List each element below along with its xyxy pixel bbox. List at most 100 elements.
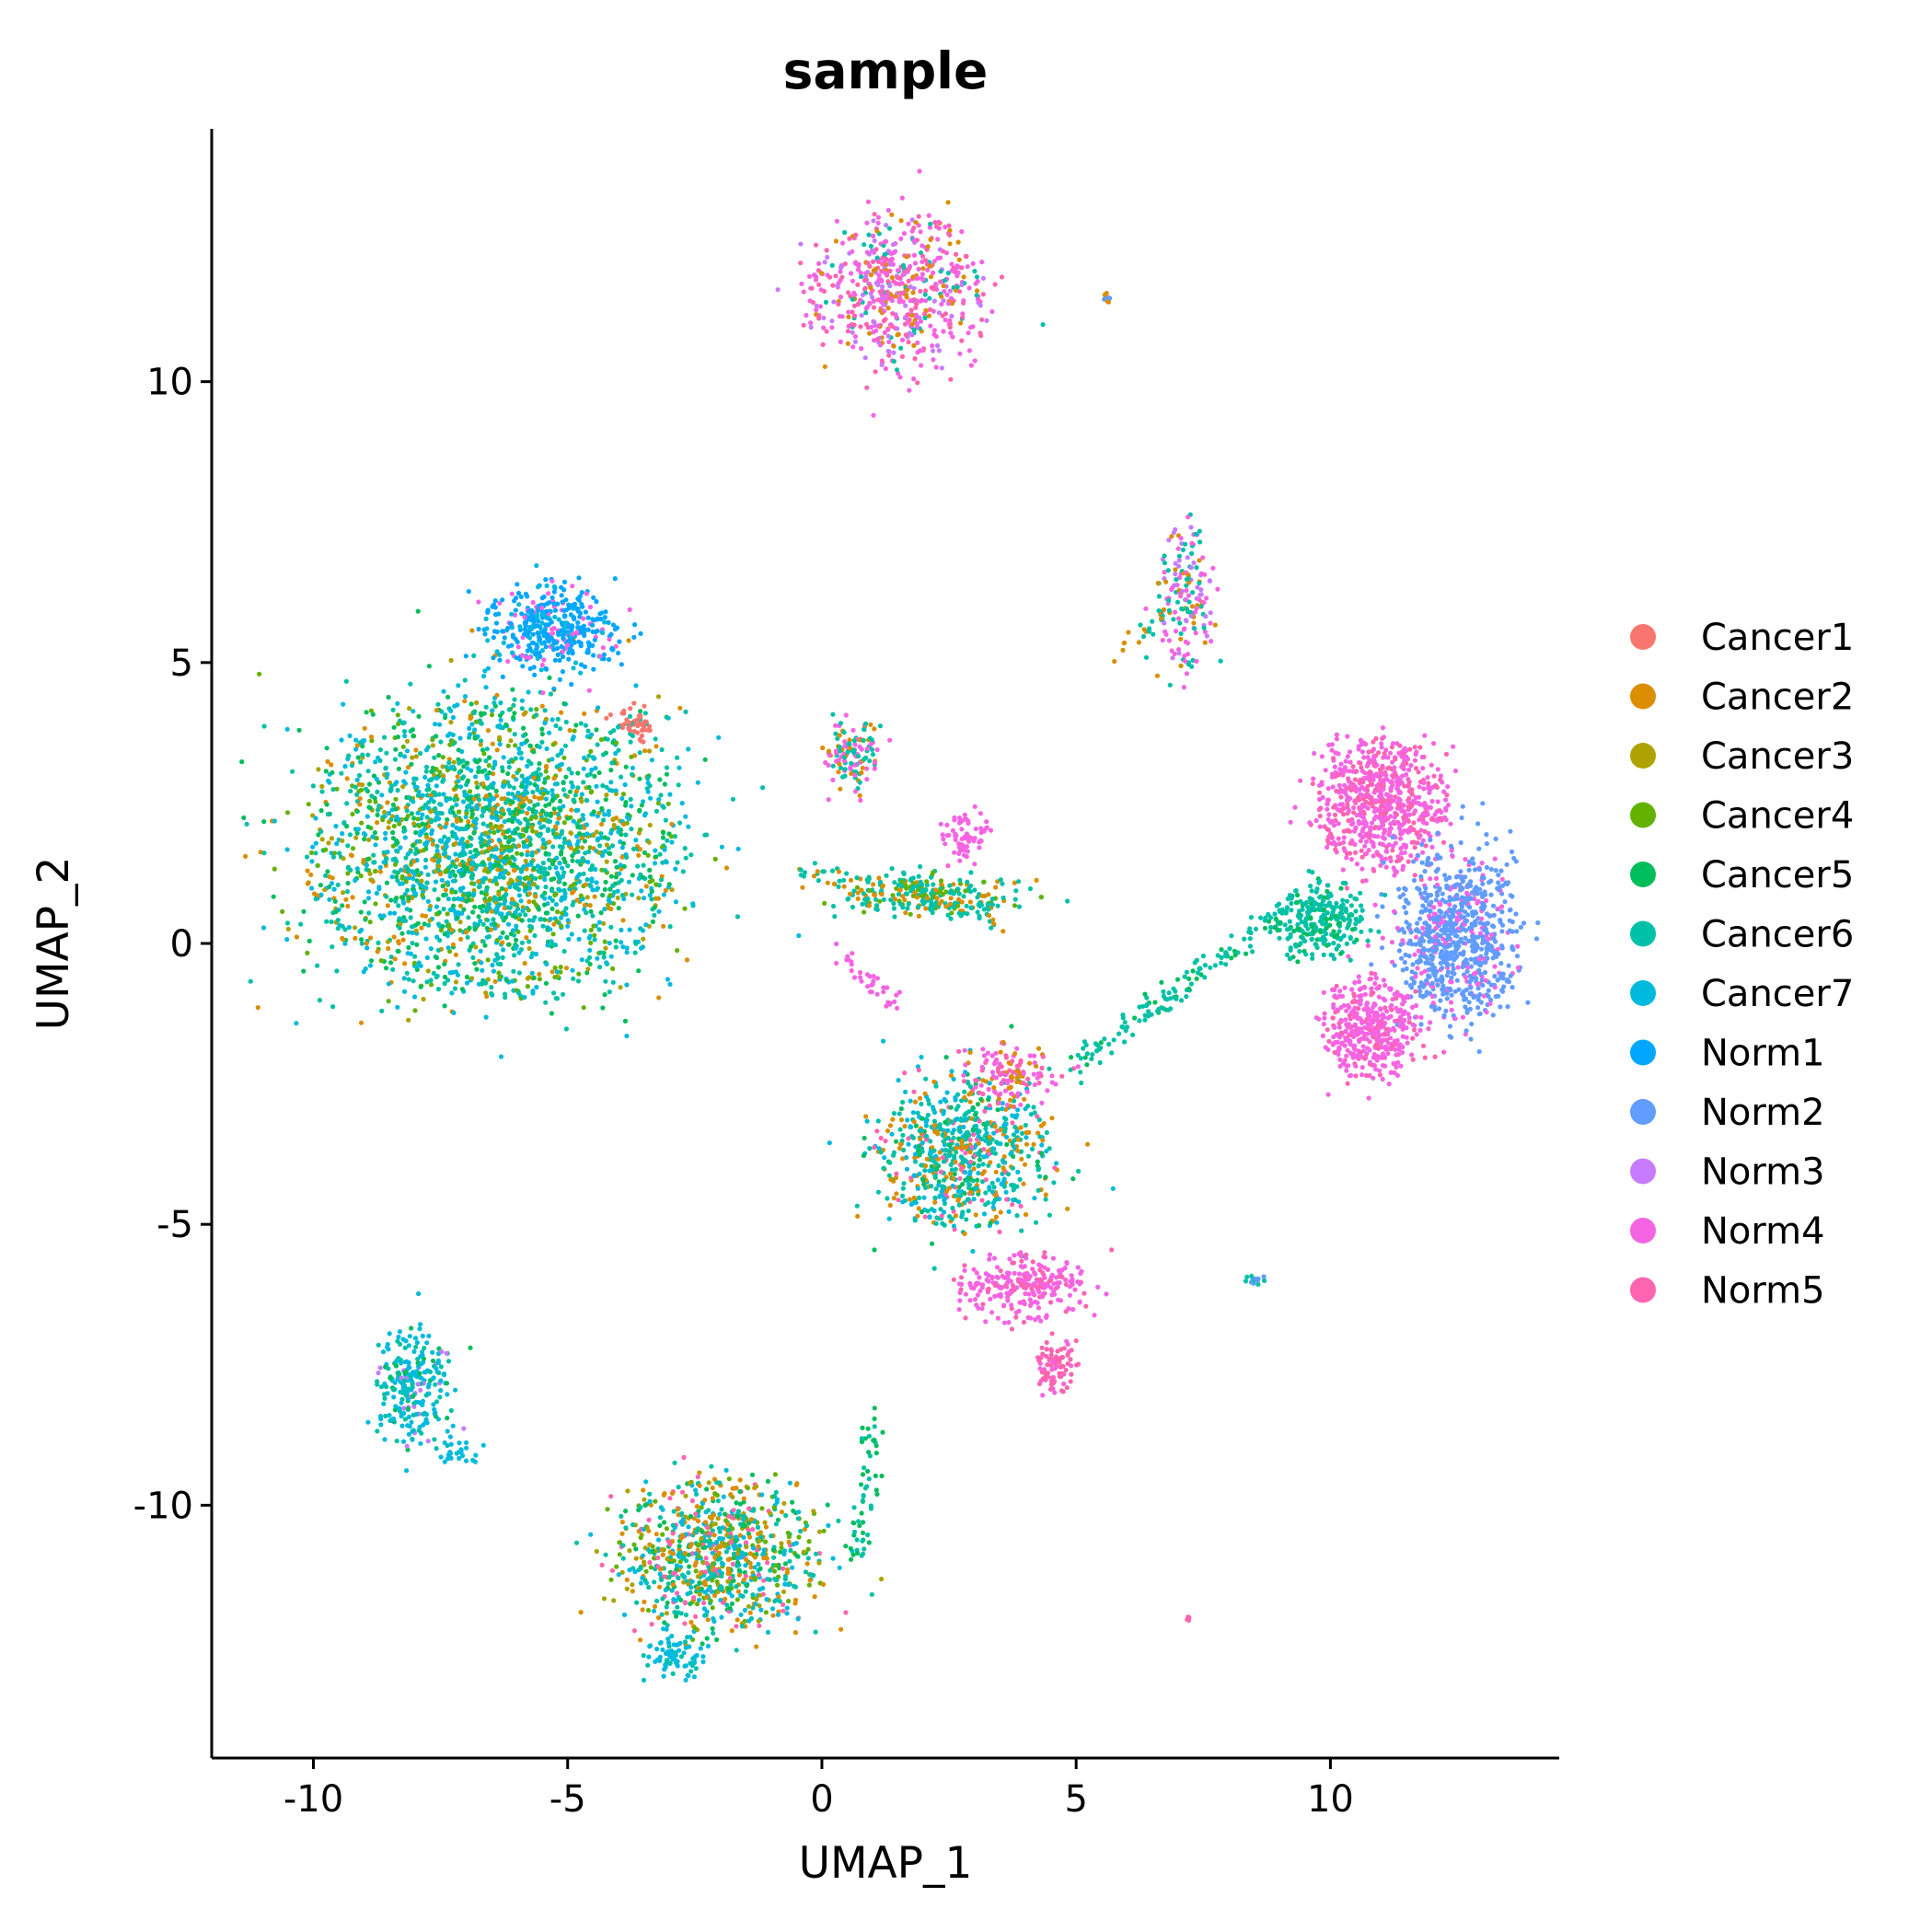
- scatter-point: [558, 726, 563, 732]
- scatter-point: [378, 958, 384, 964]
- scatter-point: [579, 662, 584, 667]
- scatter-point: [660, 1507, 665, 1512]
- scatter-point: [541, 791, 547, 797]
- scatter-point: [399, 873, 405, 879]
- scatter-point: [406, 1431, 411, 1437]
- scatter-point: [453, 952, 458, 957]
- scatter-point: [692, 1563, 698, 1568]
- scatter-point: [385, 939, 391, 944]
- scatter-point: [948, 295, 954, 301]
- scatter-point: [524, 738, 530, 744]
- scatter-point: [804, 1561, 810, 1567]
- scatter-point: [688, 1513, 694, 1519]
- scatter-point: [569, 868, 574, 874]
- scatter-point: [700, 1659, 706, 1665]
- scatter-point: [457, 760, 462, 766]
- scatter-point: [410, 1394, 415, 1399]
- scatter-point: [582, 755, 587, 761]
- scatter-point: [606, 808, 612, 815]
- scatter-point: [719, 1507, 724, 1512]
- scatter-point: [399, 721, 406, 726]
- scatter-point: [980, 275, 986, 281]
- scatter-point: [647, 822, 653, 828]
- scatter-point: [638, 631, 643, 637]
- scatter-point: [481, 751, 487, 757]
- scatter-point: [561, 780, 566, 786]
- scatter-point: [524, 874, 530, 881]
- scatter-point: [682, 1663, 688, 1669]
- scatter-point: [869, 248, 875, 253]
- scatter-point: [756, 1561, 761, 1567]
- scatter-point: [539, 726, 545, 732]
- scatter-point: [441, 688, 446, 694]
- scatter-point: [310, 813, 316, 818]
- scatter-point: [465, 760, 470, 766]
- scatter-point: [392, 862, 398, 867]
- scatter-point: [647, 1542, 653, 1547]
- scatter-point: [491, 968, 497, 974]
- scatter-point: [395, 712, 400, 718]
- scatter-point: [582, 630, 587, 635]
- scatter-point: [512, 697, 517, 702]
- scatter-point: [500, 915, 505, 920]
- scatter-point: [787, 1558, 792, 1564]
- scatter-point: [522, 627, 527, 632]
- scatter-point: [875, 220, 881, 226]
- scatter-point: [613, 643, 619, 649]
- scatter-point: [494, 692, 500, 698]
- scatter-point: [562, 859, 568, 865]
- scatter-point: [497, 825, 503, 831]
- scatter-point: [883, 271, 888, 276]
- scatter-point: [530, 790, 536, 795]
- scatter-point: [511, 774, 516, 780]
- scatter-point: [695, 1474, 700, 1480]
- scatter-point: [396, 816, 401, 823]
- scatter-point: [689, 1579, 695, 1584]
- scatter-point: [332, 898, 338, 904]
- scatter-point: [727, 1570, 733, 1576]
- scatter-point: [874, 337, 880, 342]
- scatter-point: [452, 796, 457, 803]
- scatter-point: [433, 722, 438, 727]
- scatter-point: [569, 807, 574, 813]
- scatter-point: [838, 339, 843, 344]
- scatter-point: [582, 839, 588, 844]
- scatter-point: [587, 867, 594, 873]
- scatter-point: [590, 642, 596, 649]
- scatter-point: [329, 919, 334, 925]
- scatter-point: [429, 776, 434, 782]
- scatter-point: [768, 1568, 773, 1573]
- scatter-point: [513, 909, 518, 915]
- scatter-point: [411, 1404, 417, 1409]
- scatter-point: [550, 844, 556, 850]
- scatter-point: [531, 775, 537, 781]
- scatter-point: [666, 882, 672, 887]
- scatter-point: [454, 816, 460, 822]
- scatter-point: [889, 323, 895, 329]
- scatter-point: [660, 835, 666, 840]
- scatter-point: [435, 965, 441, 970]
- scatter-point: [381, 850, 387, 855]
- scatter-point: [620, 1556, 626, 1561]
- scatter-point: [425, 745, 431, 750]
- scatter-point: [796, 932, 802, 939]
- scatter-point: [473, 848, 479, 853]
- scatter-point: [687, 1644, 692, 1649]
- scatter-point: [449, 738, 455, 744]
- scatter-point: [488, 821, 493, 827]
- scatter-point: [862, 727, 867, 733]
- scatter-point: [619, 1520, 625, 1525]
- scatter-point: [879, 362, 885, 367]
- scatter-point: [947, 288, 953, 294]
- scatter-point: [642, 748, 648, 754]
- scatter-point: [740, 1523, 746, 1529]
- scatter-point: [702, 1579, 708, 1584]
- scatter-point: [592, 932, 597, 938]
- scatter-point: [350, 811, 355, 817]
- scatter-point: [804, 1522, 810, 1529]
- scatter-point: [445, 945, 451, 951]
- scatter-point: [584, 877, 590, 883]
- scatter-point: [472, 727, 478, 733]
- scatter-point: [511, 968, 516, 974]
- scatter-point: [750, 1545, 757, 1551]
